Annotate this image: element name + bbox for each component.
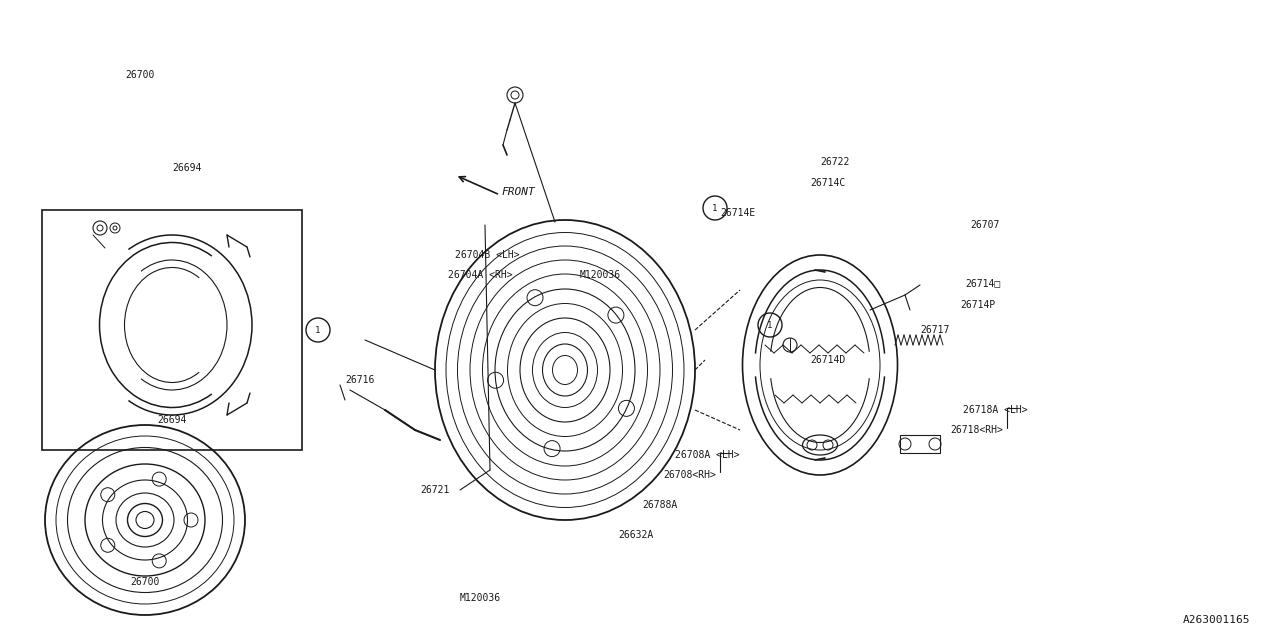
Text: 26722: 26722 bbox=[820, 157, 850, 167]
Text: M120036: M120036 bbox=[580, 270, 621, 280]
Text: 26700: 26700 bbox=[131, 577, 160, 587]
Text: 26632A: 26632A bbox=[618, 530, 653, 540]
Text: 26694: 26694 bbox=[157, 415, 187, 425]
Text: 26694: 26694 bbox=[172, 163, 201, 173]
Text: 26700: 26700 bbox=[125, 70, 155, 80]
Text: 26721: 26721 bbox=[420, 485, 449, 495]
Text: FRONT: FRONT bbox=[502, 187, 536, 197]
Text: 26716: 26716 bbox=[346, 375, 374, 385]
Text: 1: 1 bbox=[767, 321, 773, 330]
Text: 26714□: 26714□ bbox=[965, 278, 1000, 288]
Text: 26707: 26707 bbox=[970, 220, 1000, 230]
Text: 1: 1 bbox=[712, 204, 718, 212]
Text: A263001165: A263001165 bbox=[1183, 615, 1251, 625]
Bar bbox=[42, 210, 302, 450]
Text: 26714E: 26714E bbox=[719, 208, 755, 218]
Text: 26714D: 26714D bbox=[810, 355, 845, 365]
Text: 26714C: 26714C bbox=[810, 178, 845, 188]
Text: 26717: 26717 bbox=[920, 325, 950, 335]
Bar bbox=[900, 435, 940, 453]
Text: 26708A <LH>: 26708A <LH> bbox=[675, 450, 740, 460]
Text: M120036: M120036 bbox=[460, 593, 502, 603]
Text: 1: 1 bbox=[315, 326, 321, 335]
Text: 26718A <LH>: 26718A <LH> bbox=[963, 405, 1028, 415]
Text: 26704B <LH>: 26704B <LH> bbox=[454, 250, 520, 260]
Text: 26704A <RH>: 26704A <RH> bbox=[448, 270, 512, 280]
Text: 26788A: 26788A bbox=[643, 500, 677, 510]
Text: 26714P: 26714P bbox=[960, 300, 996, 310]
Text: 26708<RH>: 26708<RH> bbox=[663, 470, 716, 480]
Text: 26718<RH>: 26718<RH> bbox=[950, 425, 1002, 435]
